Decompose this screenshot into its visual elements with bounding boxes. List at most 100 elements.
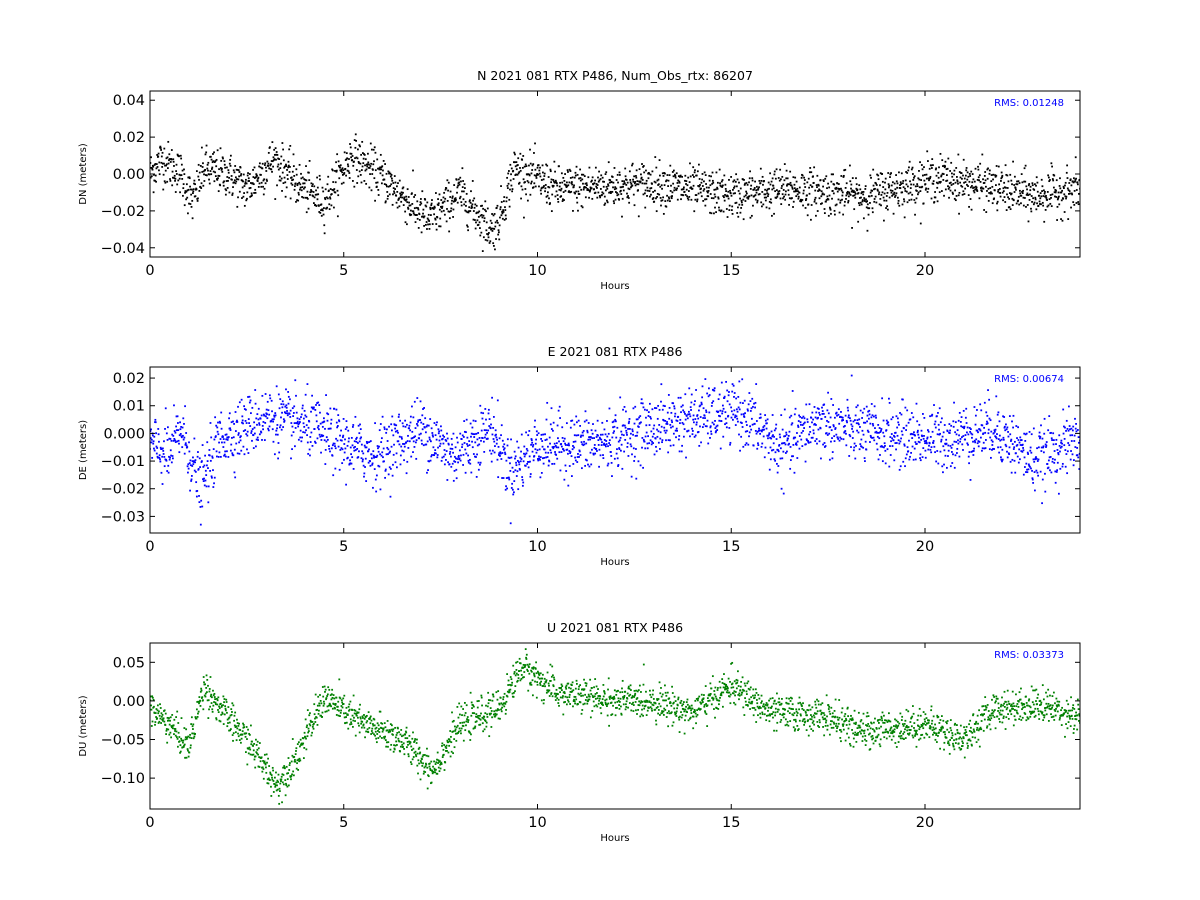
data-point <box>562 198 564 201</box>
data-point <box>537 459 540 462</box>
data-point <box>557 409 560 412</box>
data-point <box>699 416 702 418</box>
data-point <box>657 183 660 186</box>
data-point <box>312 407 315 410</box>
data-point <box>1005 209 1008 211</box>
data-point <box>766 188 769 191</box>
data-point <box>431 454 433 456</box>
data-point <box>239 436 242 439</box>
data-point <box>167 471 170 474</box>
data-point <box>951 191 954 194</box>
data-point <box>1021 190 1023 193</box>
data-point <box>899 465 902 468</box>
data-point <box>484 433 487 436</box>
data-point <box>903 200 906 203</box>
data-point <box>275 151 278 153</box>
data-point <box>531 169 534 171</box>
data-point <box>673 405 676 408</box>
data-point <box>844 168 847 171</box>
data-point <box>578 449 581 452</box>
data-point <box>399 454 402 457</box>
data-point <box>881 446 884 448</box>
data-point <box>314 193 317 196</box>
data-point <box>1035 184 1037 187</box>
data-point <box>472 433 475 436</box>
panel-north: 0 5 10 15 20−0.04−0.020.000.020.04N 2021 081… <box>78 68 1081 292</box>
data-point <box>496 219 498 222</box>
data-point <box>477 211 480 214</box>
data-point <box>632 193 635 196</box>
data-point <box>803 417 806 420</box>
data-point <box>463 430 466 433</box>
data-point <box>310 431 313 434</box>
data-point <box>736 212 739 214</box>
data-point <box>674 415 676 418</box>
data-point <box>280 416 282 419</box>
data-point <box>253 432 256 435</box>
data-point <box>973 191 976 194</box>
data-point <box>684 412 686 415</box>
data-point <box>272 165 274 168</box>
data-point <box>989 419 992 422</box>
data-point <box>720 381 723 384</box>
data-point <box>586 459 588 462</box>
data-point <box>291 183 294 186</box>
data-point <box>331 189 334 191</box>
data-point <box>809 184 812 187</box>
data-point <box>493 228 496 230</box>
data-point <box>976 189 978 191</box>
data-point <box>779 436 782 439</box>
data-point <box>723 174 726 177</box>
data-point <box>725 380 728 383</box>
data-point <box>937 182 939 185</box>
data-point <box>210 173 213 176</box>
data-point <box>549 168 552 171</box>
data-point <box>150 441 153 444</box>
data-point <box>755 432 758 435</box>
data-point <box>961 426 964 429</box>
data-point <box>422 408 424 410</box>
data-point <box>802 204 804 207</box>
data-point <box>608 442 610 444</box>
data-point <box>931 430 934 433</box>
data-point <box>936 200 939 203</box>
data-point <box>463 442 466 444</box>
data-point <box>474 219 476 221</box>
data-point <box>787 437 789 440</box>
data-point <box>636 180 639 182</box>
data-point <box>837 183 840 185</box>
data-point <box>237 169 240 172</box>
data-point <box>740 413 743 416</box>
data-point <box>651 182 653 185</box>
data-point <box>342 169 345 172</box>
data-point <box>687 198 690 201</box>
data-point <box>843 431 846 433</box>
data-point <box>309 436 312 438</box>
data-point <box>401 449 404 452</box>
data-point <box>823 403 826 406</box>
data-point <box>256 174 258 177</box>
data-point <box>331 454 334 457</box>
data-point <box>340 182 343 185</box>
data-point <box>178 442 180 445</box>
data-point <box>413 196 415 198</box>
data-point <box>1078 192 1080 195</box>
data-point <box>682 435 685 438</box>
data-point <box>714 206 716 209</box>
data-point <box>962 174 964 177</box>
data-point <box>558 451 561 454</box>
data-point <box>180 436 183 439</box>
data-point <box>923 179 926 182</box>
data-point <box>729 441 732 444</box>
data-point <box>799 421 802 424</box>
data-point <box>957 182 959 185</box>
data-point <box>864 460 866 463</box>
data-point <box>883 192 886 195</box>
data-point <box>313 428 316 430</box>
data-point <box>504 451 506 454</box>
data-point <box>427 223 429 226</box>
data-point <box>659 448 661 450</box>
data-point <box>659 437 662 440</box>
data-point <box>797 424 799 427</box>
data-point <box>984 179 987 182</box>
